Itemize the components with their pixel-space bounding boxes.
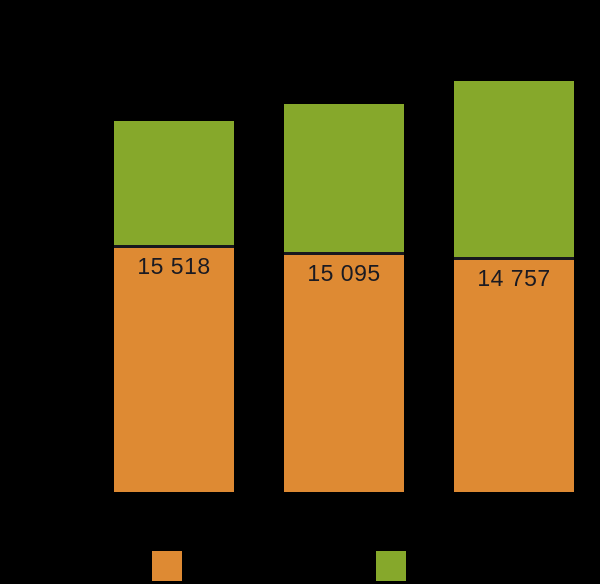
segment-divider-line <box>284 252 404 255</box>
bar-group: 15 095 <box>284 104 404 492</box>
bar-value-label: 15 095 <box>307 260 381 286</box>
bar-segment-green <box>114 121 234 246</box>
legend <box>0 551 600 581</box>
segment-divider-line <box>114 245 234 249</box>
bar-value-label: 15 518 <box>137 253 211 280</box>
segment-divider-line <box>454 257 574 261</box>
bar-segment-green <box>454 80 574 258</box>
bar-group: 14 757 <box>454 80 574 492</box>
legend-swatch-green <box>376 551 406 581</box>
bar-value-label: 14 757 <box>477 265 551 292</box>
bar-segment-orange: 15 518 <box>114 245 234 492</box>
bar-segment-orange: 15 095 <box>284 252 404 492</box>
bar-group: 15 518 <box>114 121 234 492</box>
bar-segment-green <box>284 104 404 252</box>
bar-segment-orange: 14 757 <box>454 257 574 492</box>
legend-swatch-orange <box>152 551 182 581</box>
